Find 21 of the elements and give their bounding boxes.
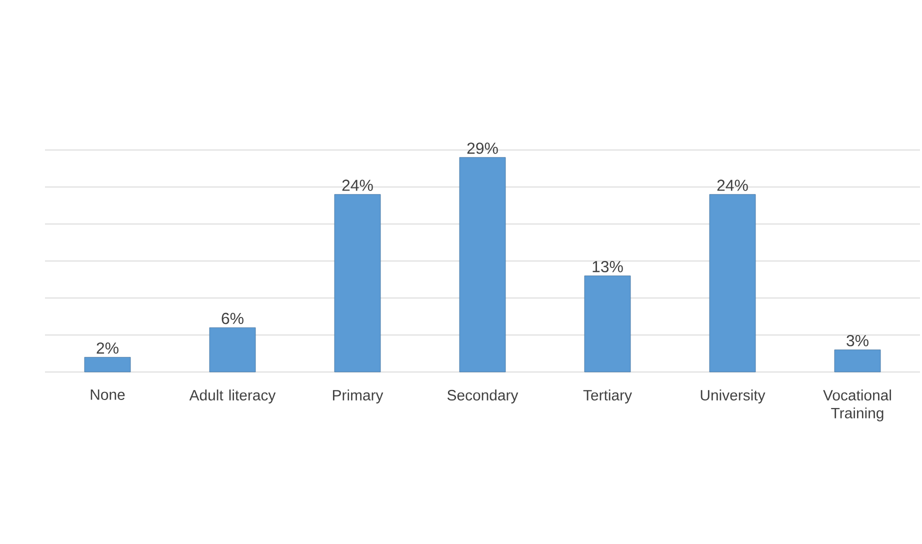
data-label: 6% bbox=[222, 312, 244, 324]
data-label: 24% bbox=[717, 180, 748, 191]
bar bbox=[209, 327, 256, 372]
data-label: 2% bbox=[96, 342, 118, 354]
x-tick-label: None bbox=[90, 390, 125, 400]
bar bbox=[709, 194, 756, 372]
bar bbox=[334, 194, 381, 372]
bar bbox=[834, 350, 881, 372]
bar bbox=[584, 276, 631, 372]
x-tick-label: Vocational Training bbox=[823, 390, 891, 422]
bar bbox=[459, 157, 506, 372]
x-tick-label: Primary bbox=[332, 390, 384, 404]
bar bbox=[84, 357, 131, 372]
x-tick-label: Secondary bbox=[447, 390, 518, 404]
data-label: 24% bbox=[342, 180, 373, 191]
data-label: 13% bbox=[592, 260, 623, 272]
x-tick-label: University bbox=[700, 390, 766, 404]
x-tick-label: Tertiary bbox=[583, 390, 632, 404]
data-label: 3% bbox=[846, 335, 868, 346]
data-label: 29% bbox=[467, 142, 498, 154]
x-tick-label: Adult literacy bbox=[189, 390, 276, 404]
